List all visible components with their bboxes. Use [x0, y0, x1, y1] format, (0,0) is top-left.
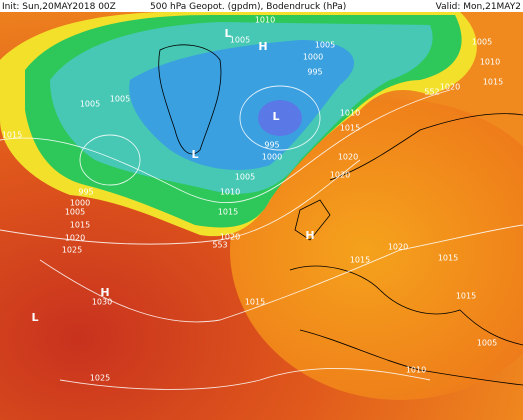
- header-bar: [0, 0, 523, 12]
- isobar-label: 1010: [340, 109, 360, 118]
- isobar-label: 1005: [477, 339, 497, 348]
- init-time: Init: Sun,20MAY2018 00Z: [2, 2, 116, 12]
- isobar-label: 1015: [350, 256, 370, 265]
- pressure-center: H: [258, 40, 267, 53]
- map-title: 500 hPa Geopot. (gpdm), Bodendruck (hPa): [150, 2, 346, 12]
- isobar-label: 1005: [472, 38, 492, 47]
- isobar-label: 1005: [110, 95, 130, 104]
- isobar-label: 1020: [440, 83, 460, 92]
- isobar-label: 1015: [245, 298, 265, 307]
- isobar-label: 1020: [330, 171, 350, 180]
- isobar-label: 1020: [65, 234, 85, 243]
- isobar-label: 1000: [303, 53, 323, 62]
- isobar-label: 995: [264, 141, 279, 150]
- isobar-label: 1025: [90, 374, 110, 383]
- pressure-center: L: [224, 27, 231, 40]
- isobar-label: 1025: [62, 246, 82, 255]
- warm-region: [230, 100, 523, 400]
- isobar-label: 552: [424, 88, 439, 97]
- pressure-center: L: [191, 148, 198, 161]
- coastlines: [158, 44, 523, 386]
- blue-core: [129, 40, 355, 170]
- isobars: [0, 85, 523, 390]
- pressure-center: L: [31, 311, 38, 324]
- isobar-label: 1005: [315, 41, 335, 50]
- isobar-label: 1000: [70, 199, 90, 208]
- isobar-label: 1015: [438, 254, 458, 263]
- isobar-label: 1020: [338, 153, 358, 162]
- isobar-label: 1005: [230, 36, 250, 45]
- isobar-label: 1020: [388, 243, 408, 252]
- isobar-label: 1010: [255, 16, 275, 25]
- isobar-label: 1015: [483, 78, 503, 87]
- isobar-label: 995: [307, 68, 322, 77]
- isobar-label: 1005: [235, 173, 255, 182]
- isobar-label: 1010: [406, 366, 426, 375]
- isobar-label: 1015: [2, 131, 22, 140]
- pressure-center: L: [272, 110, 279, 123]
- isobar-label: 995: [78, 188, 93, 197]
- isobar-label: 1030: [92, 298, 112, 307]
- isobar-label: 1010: [220, 188, 240, 197]
- isobar-label: 1020: [220, 233, 240, 242]
- pressure-center: H: [100, 286, 109, 299]
- deep-low: [258, 100, 302, 136]
- isobar-label: 1005: [80, 100, 100, 109]
- isobar-label: 1015: [456, 292, 476, 301]
- isobar-label: 1000: [262, 153, 282, 162]
- valid-time: Valid: Mon,21MAY2: [436, 2, 521, 12]
- isobar-label: 1015: [218, 208, 238, 217]
- isobar-label: 553: [212, 241, 227, 250]
- isobar-label: 1015: [70, 221, 90, 230]
- isobar-label: 1005: [65, 208, 85, 217]
- isobar-label: 1015: [340, 124, 360, 133]
- pressure-center: H: [305, 229, 314, 242]
- isobar-label: 1010: [480, 58, 500, 67]
